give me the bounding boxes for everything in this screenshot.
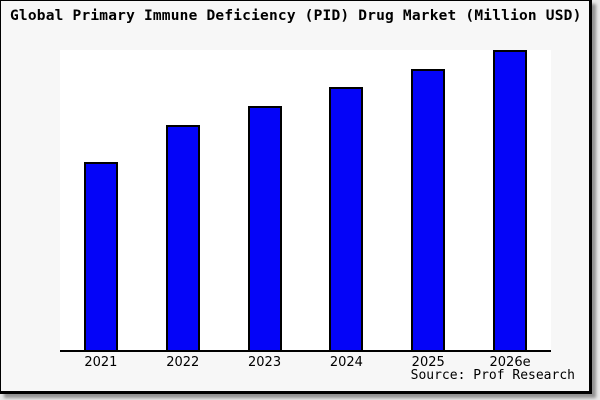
bar-2023 — [247, 106, 282, 350]
bar-slot — [469, 50, 551, 350]
bar-2026e — [493, 50, 528, 350]
bar-2021 — [83, 162, 118, 350]
source-credit: Source: Prof Research — [410, 368, 575, 383]
bar-2022 — [165, 125, 200, 350]
plot-area — [60, 50, 551, 352]
x-tick-label: 2025 — [411, 355, 445, 370]
bar-slot — [60, 50, 142, 350]
bar-slot — [387, 50, 469, 350]
chart-frame: Global Primary Immune Deficiency (PID) D… — [0, 0, 592, 394]
x-tick-label: 2021 — [84, 355, 118, 370]
bars-container — [60, 50, 551, 350]
bar-slot — [305, 50, 387, 350]
x-tick-label: 2024 — [329, 355, 363, 370]
x-axis-labels: 2021 2022 2023 2024 2025 2026e — [60, 355, 551, 370]
bar-slot — [224, 50, 306, 350]
x-tick-label: 2026e — [489, 355, 531, 370]
bar-2024 — [329, 87, 364, 350]
x-tick-label: 2022 — [166, 355, 200, 370]
bar-2025 — [411, 69, 446, 350]
x-tick-label: 2023 — [248, 355, 282, 370]
chart-title: Global Primary Immune Deficiency (PID) D… — [10, 8, 582, 24]
bar-slot — [142, 50, 224, 350]
